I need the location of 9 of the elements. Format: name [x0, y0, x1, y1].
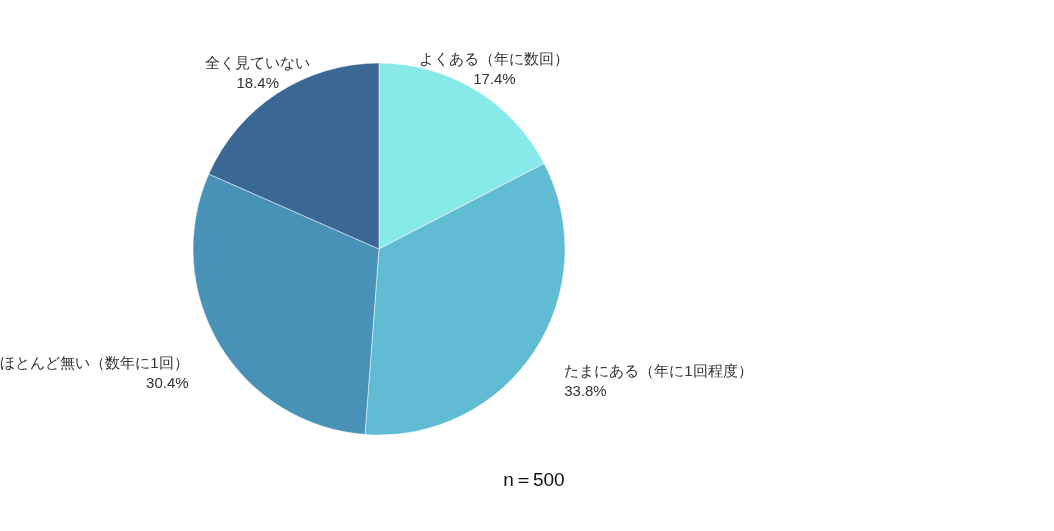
data-label: 33.8%: [564, 382, 607, 400]
text: n＝500: [503, 469, 565, 490]
slice-label: よくある（年に数回）: [419, 50, 570, 68]
data-label: 30.4%: [146, 374, 189, 392]
data-label: 17.4%: [473, 70, 516, 88]
slice-label: たまにある（年に1回程度）: [564, 362, 753, 380]
data-label: 18.4%: [236, 74, 279, 92]
slice-label: 全く見ていない: [205, 54, 311, 72]
slice-label: ほとんど無い（数年に1回）: [0, 354, 189, 372]
